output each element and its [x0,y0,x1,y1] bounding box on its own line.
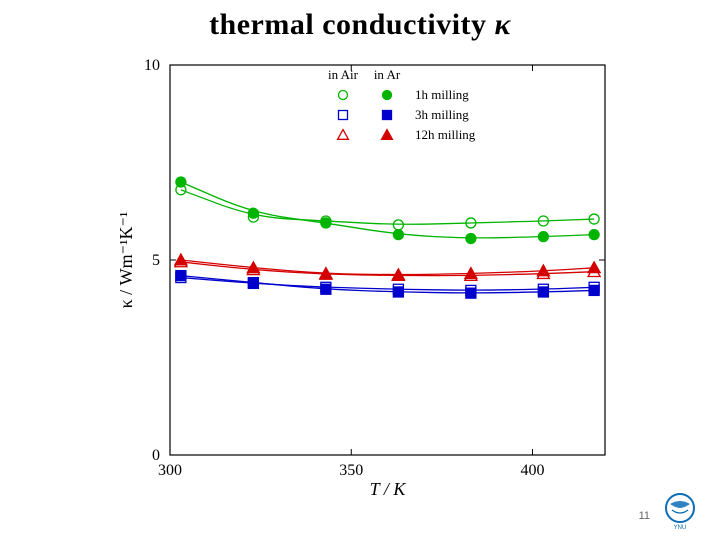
data-point [339,111,348,120]
data-point [383,91,392,100]
data-point [588,262,600,273]
plot-frame [170,65,605,455]
data-point [176,271,186,281]
fit-curve [181,278,594,291]
page-number: 11 [639,510,650,522]
logo-label: YNU [674,525,687,530]
data-point [393,220,403,230]
fit-curve [181,276,594,293]
x-axis-label: T / K [370,479,407,495]
data-point [538,287,548,297]
data-point [382,130,393,140]
slide-title: thermal conductivity κ [0,8,720,42]
y-tick-label: 0 [152,447,160,464]
data-point [339,91,348,100]
fit-curve [181,260,594,275]
university-logo: YNU [660,490,700,530]
legend-label: 12h milling [415,127,476,142]
title-kappa: κ [495,8,511,41]
data-point [248,278,258,288]
legend-label: 1h milling [415,87,469,102]
y-tick-label: 10 [144,57,160,74]
thermal-conductivity-chart: 300 350 400 0 5 10 T / K κ / Wm⁻¹K⁻¹ in Air in Ar… [115,55,615,495]
data-point [176,177,186,187]
data-point [589,230,599,240]
fit-curve [181,262,594,276]
x-tick-label: 350 [339,462,363,479]
fit-curve [181,182,594,238]
data-point [393,230,403,240]
title-main: thermal conductivity [209,8,486,41]
x-tick-label: 300 [158,462,182,479]
data-point [538,232,548,242]
data-point [383,111,392,120]
data-point [248,208,258,218]
data-point [393,287,403,297]
chart-container: 300 350 400 0 5 10 T / K κ / Wm⁻¹K⁻¹ in Air in Ar… [115,55,615,495]
legend-header: in Air [328,67,359,82]
x-tick-label: 400 [521,462,545,479]
legend-header: in Ar [374,67,401,82]
data-point [466,234,476,244]
data-point [321,218,331,228]
data-point [466,288,476,298]
data-point [589,285,599,295]
y-tick-label: 5 [152,252,160,269]
data-point [175,254,187,265]
legend-label: 3h milling [415,107,469,122]
data-point [338,130,349,140]
data-point [321,284,331,294]
y-axis-label: κ / Wm⁻¹K⁻¹ [116,212,136,309]
